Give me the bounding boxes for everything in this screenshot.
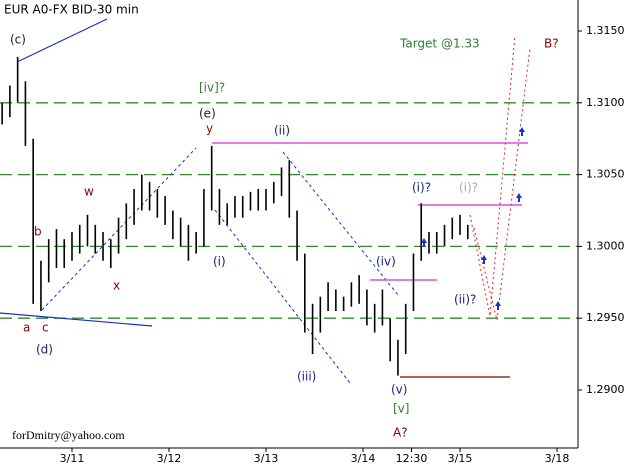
wave-label: (iii) [297,370,316,384]
x-tick-label: 3/11 [60,452,85,465]
channel-line [214,209,351,384]
projection [469,34,516,317]
wave-label: c [42,321,49,335]
wave-label: (i)? [412,181,431,195]
wave-label: (iv) [376,255,396,269]
watermark: forDmitry@yahoo.com [12,428,125,442]
wave-label: [iv]? [199,81,225,95]
y-tick-label: 1.2950 [586,311,625,324]
wave-label: (c) [10,33,26,47]
wave-label: b [34,225,42,239]
x-tick-label: 3/12 [157,452,182,465]
arrow [495,301,501,310]
annotations: (c) Target @1.33 B? [iv]? (e) y (ii) w (… [10,33,559,442]
wave-label: [v] [393,402,409,416]
wave-label: A? [393,426,408,440]
target-label: Target @1.33 [399,37,480,51]
wave-label: a [23,321,30,335]
x-tick-label: 3/14 [351,452,376,465]
channel-line [41,147,197,311]
price-bars [1,56,469,376]
wave-label: x [113,279,120,293]
wave-label: (v) [391,383,407,397]
wave-label: (d) [36,343,53,357]
channel-line [282,151,399,296]
trend-line [0,312,153,327]
x-tick-label: 3/18 [545,452,570,465]
wave-label: (ii)? [454,293,476,307]
y-tick-label: 1.3050 [586,168,625,181]
x-tick-label: 3/15 [448,452,473,465]
x-tick-label: 3/13 [254,452,279,465]
chart-title: EUR A0-FX BID-30 min [4,3,139,17]
arrow [481,255,487,264]
y-tick-label: 1.3100 [586,96,625,109]
wave-label: (i) [213,255,226,269]
wave-label: y [206,122,213,136]
arrow [519,127,525,136]
wave-label: (ii) [274,124,290,138]
arrow [516,193,522,202]
arrows [421,127,525,310]
arrow [421,238,427,247]
y-tick-label: 1.3000 [586,239,625,252]
trend-line [16,18,108,63]
annotation-lines [0,18,531,384]
wave-label: (i)? [459,181,478,195]
wave-label: w [84,185,94,199]
wave-label: B? [544,37,559,51]
y-tick-label: 1.2900 [586,383,625,396]
wave-label: (e) [199,107,216,121]
projection [473,47,531,321]
x-tick-label: 12:30 [396,452,428,465]
y-tick-label: 1.3150 [586,24,625,37]
